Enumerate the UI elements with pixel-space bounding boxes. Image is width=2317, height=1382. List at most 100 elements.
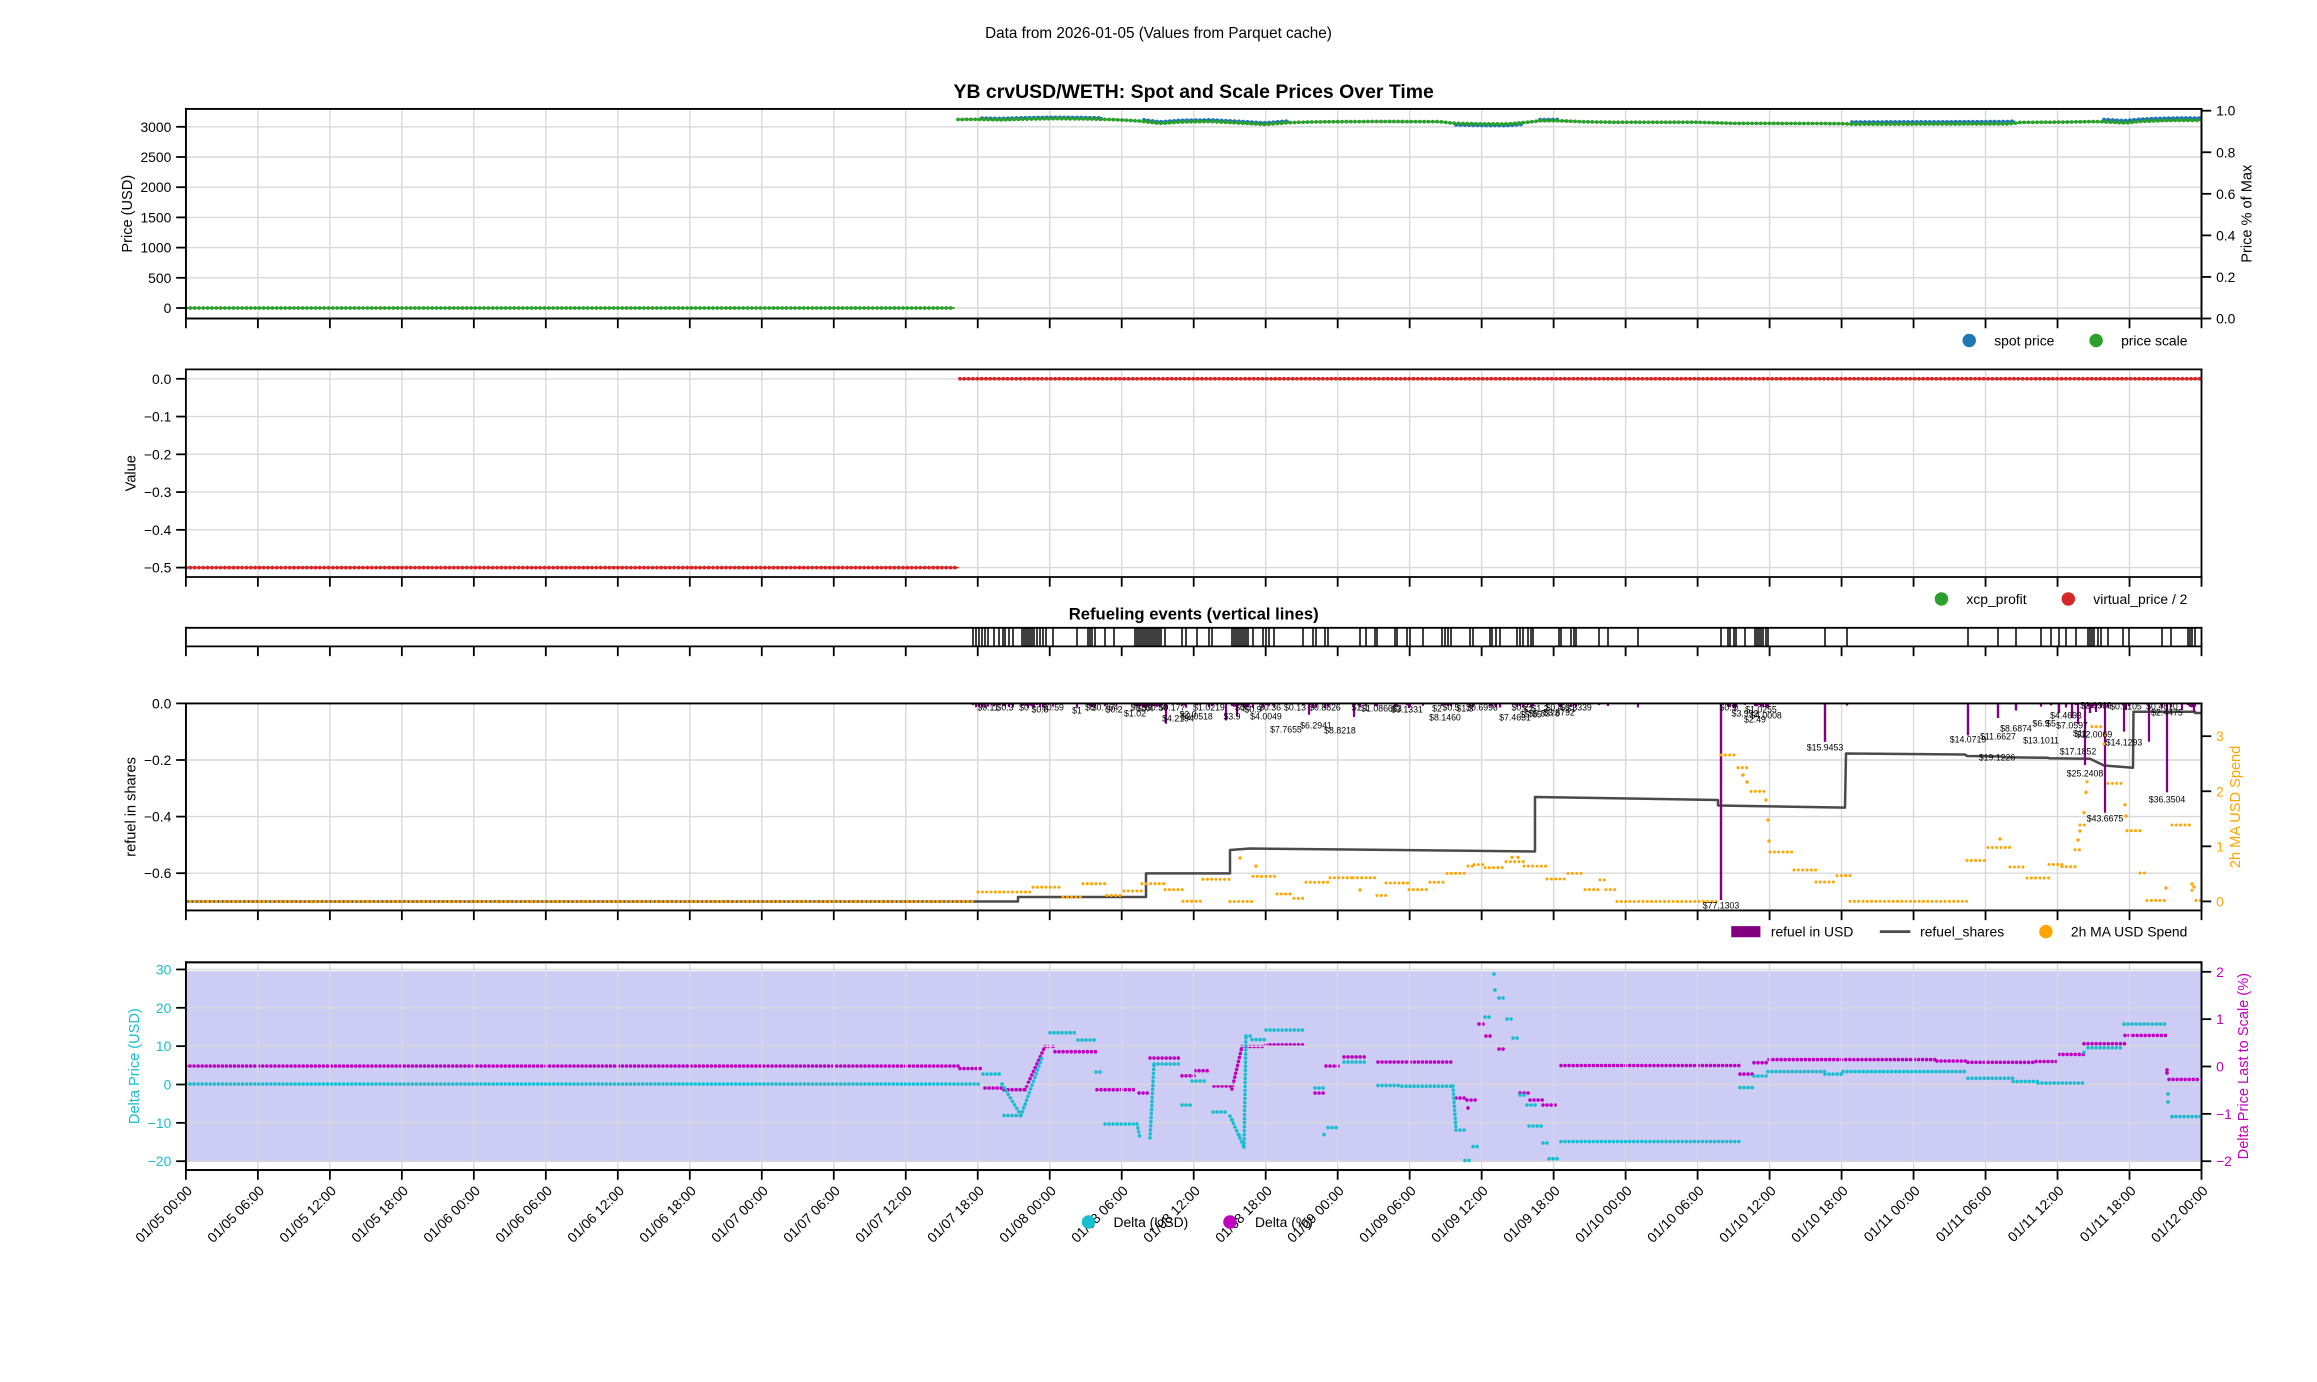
svg-text:0.0: 0.0 <box>152 371 172 387</box>
svg-text:$0.13: $0.13 <box>1284 702 1306 712</box>
svg-text:$1: $1 <box>1566 703 1576 713</box>
svg-text:$4.0049: $4.0049 <box>1250 711 1282 721</box>
svg-text:$0.8826: $0.8826 <box>1309 702 1341 712</box>
svg-text:−1: −1 <box>2216 1106 2232 1122</box>
svg-text:2h MA USD Spend: 2h MA USD Spend <box>2071 924 2187 940</box>
svg-text:0: 0 <box>164 1077 172 1093</box>
svg-text:0: 0 <box>2216 1059 2224 1075</box>
svg-text:$0: $0 <box>1235 702 1245 712</box>
svg-text:1: 1 <box>2216 1011 2224 1027</box>
svg-text:$43.6675: $43.6675 <box>2087 813 2124 823</box>
svg-text:$2.49: $2.49 <box>1744 714 1766 724</box>
svg-text:0.8: 0.8 <box>2216 144 2236 160</box>
svg-text:0.2: 0.2 <box>2216 269 2236 285</box>
svg-text:30: 30 <box>156 961 172 977</box>
svg-text:$0.4810: $0.4810 <box>2146 701 2178 711</box>
svg-text:Delta (%): Delta (%) <box>1255 1214 1313 1230</box>
svg-text:$0.36: $0.36 <box>1259 702 1281 712</box>
svg-text:3: 3 <box>2216 728 2224 744</box>
svg-text:$6.2941: $6.2941 <box>1300 720 1332 730</box>
svg-text:$4.4693: $4.4693 <box>2050 710 2082 720</box>
svg-text:$0: $0 <box>1085 702 1095 712</box>
svg-text:−0.2: −0.2 <box>144 752 172 768</box>
svg-text:$36.3504: $36.3504 <box>2149 794 2186 804</box>
svg-text:2: 2 <box>2216 783 2224 799</box>
svg-text:$5: $5 <box>2046 718 2056 728</box>
svg-text:$7.4631: $7.4631 <box>1499 712 1531 722</box>
svg-text:$2: $2 <box>1523 704 1533 714</box>
svg-text:$8.6874: $8.6874 <box>2000 723 2032 733</box>
svg-text:$4.0008: $4.0008 <box>1750 710 1782 720</box>
svg-text:$1.3: $1.3 <box>1456 703 1473 713</box>
svg-text:$1.02: $1.02 <box>1124 708 1146 718</box>
svg-text:Price (USD): Price (USD) <box>120 175 136 253</box>
svg-text:$14.1293: $14.1293 <box>2106 737 2143 747</box>
svg-text:0: 0 <box>1733 703 1738 713</box>
svg-text:$0.4: $0.4 <box>1136 703 1153 713</box>
svg-text:$1: $1 <box>1072 705 1082 715</box>
svg-text:$19.1226: $19.1226 <box>1979 752 2016 762</box>
svg-text:0.0: 0.0 <box>152 695 172 711</box>
svg-text:−0.4: −0.4 <box>144 809 172 825</box>
svg-text:Delta (USD): Delta (USD) <box>1113 1214 1188 1230</box>
svg-text:refuel_shares: refuel_shares <box>1920 924 2004 940</box>
svg-text:$2: $2 <box>1432 703 1442 713</box>
svg-text:$3.992: $3.992 <box>1732 708 1759 718</box>
svg-text:$17.1852: $17.1852 <box>2060 746 2097 756</box>
svg-text:$0.3105: $0.3105 <box>2110 701 2142 711</box>
svg-text:−0.5: −0.5 <box>144 560 172 576</box>
svg-text:2500: 2500 <box>140 149 171 165</box>
svg-text:$12.0069: $12.0069 <box>2076 729 2113 739</box>
svg-text:0.0: 0.0 <box>2216 311 2236 327</box>
svg-text:$0.5: $0.5 <box>1031 704 1048 714</box>
svg-text:$0.9: $0.9 <box>1719 702 1736 712</box>
svg-text:0.6: 0.6 <box>2216 186 2236 202</box>
svg-text:$5.85: $5.85 <box>1520 709 1542 719</box>
svg-text:$0.11: $0.11 <box>977 702 998 712</box>
svg-text:$25.2408: $25.2408 <box>2067 768 2104 778</box>
svg-text:Price % of Max: Price % of Max <box>2240 164 2256 263</box>
svg-text:$0.177: $0.177 <box>1159 702 1186 712</box>
svg-text:2h MA USD Spend: 2h MA USD Spend <box>2228 746 2244 868</box>
svg-text:$4.2194: $4.2194 <box>1162 713 1194 723</box>
svg-text:−0.4: −0.4 <box>144 522 172 538</box>
svg-text:refuel in USD: refuel in USD <box>1771 924 1854 940</box>
svg-text:$2.4475: $2.4475 <box>2151 707 2183 717</box>
svg-text:$0: $0 <box>1019 702 1029 712</box>
svg-text:0: 0 <box>164 300 172 316</box>
svg-text:1: 1 <box>2216 838 2224 854</box>
svg-text:$77.1303: $77.1303 <box>1703 900 1740 910</box>
svg-text:$0.9: $0.9 <box>1130 702 1147 712</box>
svg-text:$0.50: $0.50 <box>1146 702 1168 712</box>
svg-text:$7.0597: $7.0597 <box>2056 720 2088 730</box>
svg-text:$1.0219: $1.0219 <box>1193 702 1225 712</box>
svg-text:$11: $11 <box>2073 728 2087 738</box>
svg-text:−2: −2 <box>2216 1153 2232 1169</box>
svg-text:−0.1: −0.1 <box>144 409 172 425</box>
svg-text:20: 20 <box>156 1000 172 1016</box>
svg-text:Data from 2026-01-05 (Values f: Data from 2026-01-05 (Values from Parque… <box>985 25 1332 42</box>
svg-text:3000: 3000 <box>140 119 171 135</box>
svg-text:$1.0866: $1.0866 <box>1361 703 1393 713</box>
svg-text:$0.2: $0.2 <box>1511 702 1528 712</box>
svg-text:1.0: 1.0 <box>2216 103 2236 119</box>
svg-text:refuel in shares: refuel in shares <box>123 757 139 857</box>
svg-text:xcp_profit: xcp_profit <box>1966 591 2026 607</box>
svg-text:$0.6996: $0.6996 <box>1466 702 1498 712</box>
svg-text:$13.1011: $13.1011 <box>2023 735 2059 745</box>
svg-text:−0.3: −0.3 <box>144 484 172 500</box>
svg-text:1000: 1000 <box>140 240 171 256</box>
svg-text:$0.3339: $0.3339 <box>1560 702 1592 712</box>
svg-text:YB crvUSD/WETH: Spot and Scale: YB crvUSD/WETH: Spot and Scale Prices Ov… <box>954 81 1435 103</box>
svg-text:Delta Price Last to Scale (%): Delta Price Last to Scale (%) <box>2236 973 2252 1159</box>
svg-text:$0.3: $0.3 <box>996 702 1013 712</box>
svg-text:$11.6627: $11.6627 <box>1980 731 2016 741</box>
svg-text:$0.764: $0.764 <box>1092 702 1119 712</box>
svg-text:$3.9: $3.9 <box>1223 711 1240 721</box>
svg-text:$15.9453: $15.9453 <box>1807 742 1844 752</box>
svg-text:$3.8792: $3.8792 <box>1543 707 1575 717</box>
svg-text:2000: 2000 <box>140 179 171 195</box>
svg-text:$6.9: $6.9 <box>2032 718 2049 728</box>
svg-text:−0.6: −0.6 <box>144 865 172 881</box>
svg-text:Delta Price (USD): Delta Price (USD) <box>127 1008 143 1124</box>
